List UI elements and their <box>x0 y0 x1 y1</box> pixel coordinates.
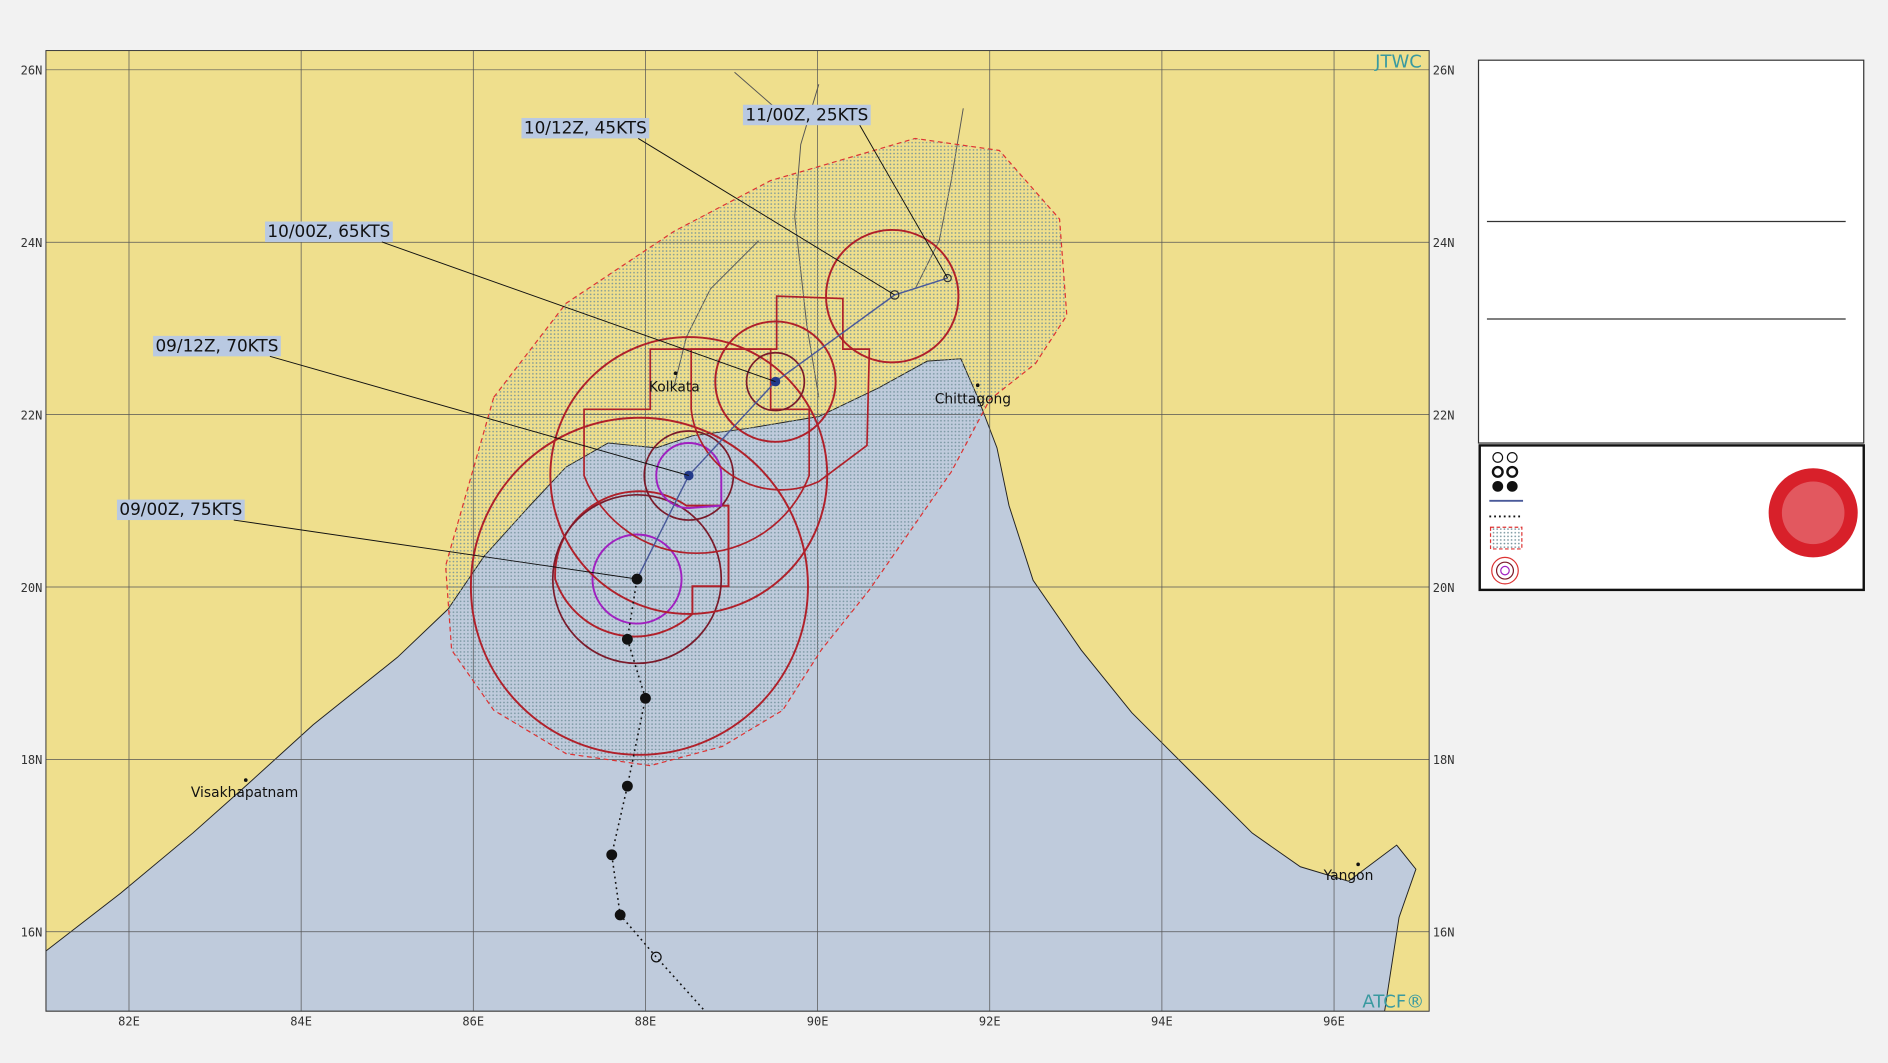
place-label: Yangon <box>1323 868 1374 884</box>
lon-label: 90E <box>807 1015 829 1029</box>
leader-line <box>638 138 895 296</box>
forecast-label-bg <box>153 335 281 357</box>
lon-label: 92E <box>979 1015 1001 1029</box>
place-label: Kolkata <box>649 379 700 395</box>
lon-label: 82E <box>118 1015 140 1029</box>
lat-label: 18N <box>21 753 43 767</box>
position-symbol <box>640 692 651 704</box>
radius-64kt <box>655 442 723 509</box>
radius-34kt-quadrant <box>690 295 871 491</box>
place-dot <box>673 371 678 375</box>
place-dot <box>1356 862 1360 867</box>
place-dot <box>975 383 980 388</box>
forecast-label-bg <box>265 221 393 242</box>
lon-label: 96E <box>1323 1015 1345 1029</box>
forecast-label: 09/00Z, 75KTS <box>119 499 242 519</box>
lat-label: 16N <box>1433 926 1455 940</box>
lat-label: 26N <box>21 64 43 78</box>
position-symbol <box>943 273 952 283</box>
map-frame <box>45 50 1430 1012</box>
leader-line <box>233 519 638 580</box>
place-label: Chittagong <box>935 391 1011 407</box>
lat-label: 24N <box>21 236 43 250</box>
leader-line <box>381 241 776 383</box>
corner-label: JTWC <box>1374 51 1422 72</box>
forecast-label: 09/12Z, 70KTS <box>155 336 278 356</box>
forecast-label: 10/00Z, 65KTS <box>267 221 390 241</box>
past-positions <box>606 573 662 963</box>
lat-label: 24N <box>1433 236 1455 250</box>
map-area <box>45 50 1430 1012</box>
forecast-label: 11/00Z, 25KTS <box>745 104 868 124</box>
lat-label: 26N <box>1433 64 1455 78</box>
radius-50kt <box>745 351 806 412</box>
lon-label: 88E <box>635 1015 657 1029</box>
radius-50kt <box>551 493 723 665</box>
corner-label: ATCF® <box>1362 992 1424 1013</box>
position-symbol <box>621 633 633 645</box>
radius-34kt <box>825 228 960 364</box>
position-symbol <box>889 290 900 300</box>
lat-label: 20N <box>21 581 43 595</box>
lat-label: 22N <box>21 408 43 422</box>
position-symbol <box>621 780 633 792</box>
lat-label: 20N <box>1433 581 1455 595</box>
forecast-label: 10/12Z, 45KTS <box>524 118 647 138</box>
jtwc-seal <box>1768 468 1858 558</box>
lat-label: 18N <box>1433 753 1455 767</box>
legend-symbols <box>1489 452 1524 585</box>
radius-34kt-quadrant <box>583 348 811 555</box>
position-symbol <box>606 849 618 861</box>
leader-line <box>859 124 949 279</box>
position-symbol <box>650 951 662 963</box>
forecast-label-bg <box>742 104 871 126</box>
lon-label: 86E <box>462 1015 484 1029</box>
radius-64kt <box>591 533 683 625</box>
position-symbol <box>614 909 626 921</box>
place-label: Visakhapatnam <box>191 785 298 801</box>
radius-34kt <box>714 320 837 443</box>
wind-radii <box>469 228 960 756</box>
lon-label: 84E <box>290 1015 312 1029</box>
lat-label: 16N <box>21 926 43 940</box>
forecast-label-bg <box>521 117 650 139</box>
lon-label: 94E <box>1151 1015 1173 1029</box>
radius-34kt <box>469 416 809 756</box>
danger-area <box>444 137 1068 767</box>
lat-label: 22N <box>1433 408 1455 422</box>
forecast-label-bg <box>116 499 245 521</box>
info-panel <box>1477 59 1865 444</box>
leader-line <box>269 355 689 476</box>
place-dot <box>243 778 248 782</box>
